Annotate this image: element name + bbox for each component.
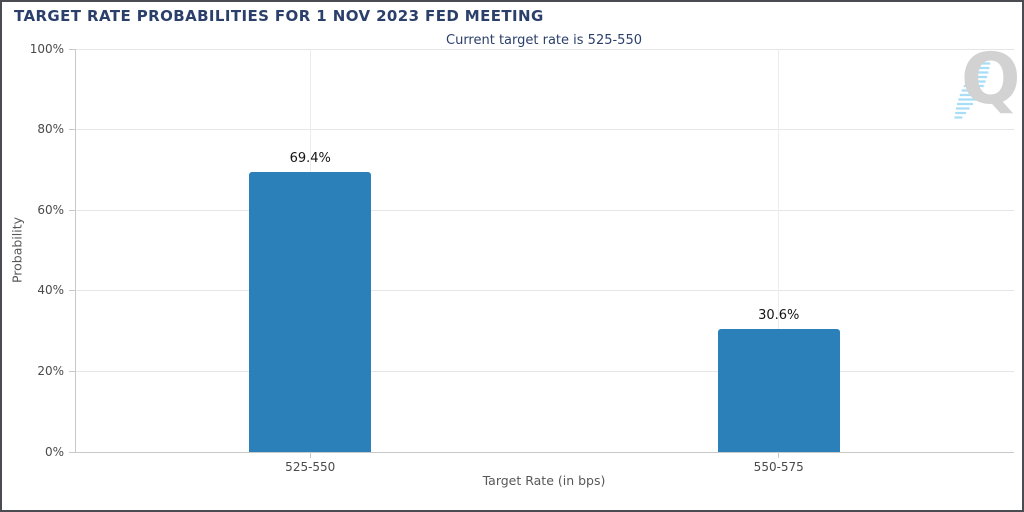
gridline-horizontal bbox=[76, 129, 1014, 131]
gridline-horizontal bbox=[76, 209, 1014, 211]
y-tick-label: 60% bbox=[37, 202, 64, 217]
y-tick-label: 0% bbox=[44, 444, 64, 459]
y-axis-title: Probability bbox=[9, 216, 25, 284]
y-axis-tick bbox=[69, 209, 75, 211]
y-tick-label: 100% bbox=[29, 41, 64, 56]
y-axis-tick bbox=[69, 290, 75, 292]
gridline-horizontal bbox=[76, 290, 1014, 292]
gridline-horizontal bbox=[76, 48, 1014, 50]
watermark-dashes-icon bbox=[954, 57, 991, 119]
y-tick-label: 40% bbox=[37, 283, 64, 298]
bar bbox=[249, 172, 372, 452]
y-axis-tick bbox=[69, 129, 75, 131]
x-axis-tick bbox=[778, 452, 780, 458]
x-tick-label: 525-550 bbox=[285, 460, 336, 474]
gridline-horizontal bbox=[76, 370, 1014, 372]
bar-value-label: 69.4% bbox=[289, 151, 331, 167]
plot-area: 0% 20% 40% 60% 80% 100% 69.4% 525-550 30.6% 550-5… bbox=[30, 42, 1014, 474]
x-axis-title: Target Rate (in bps) bbox=[482, 473, 606, 488]
chart-subtitle: Current target rate is 525-550 bbox=[446, 33, 642, 48]
y-axis-tick bbox=[69, 370, 75, 372]
x-axis-tick bbox=[309, 452, 311, 458]
bar bbox=[717, 328, 840, 452]
y-tick-label: 80% bbox=[37, 122, 64, 137]
y-tick-label: 20% bbox=[37, 363, 64, 378]
gridline-vertical bbox=[778, 49, 780, 452]
watermark-q-icon: Q bbox=[961, 38, 1020, 120]
bar-value-label: 30.6% bbox=[758, 307, 800, 323]
watermark: Q bbox=[940, 44, 1020, 128]
x-tick-label: 550-575 bbox=[753, 460, 804, 474]
chart-title: TARGET RATE PROBABILITIES FOR 1 NOV 2023… bbox=[14, 7, 544, 25]
y-axis-tick bbox=[69, 451, 75, 453]
y-axis-tick bbox=[69, 48, 75, 50]
